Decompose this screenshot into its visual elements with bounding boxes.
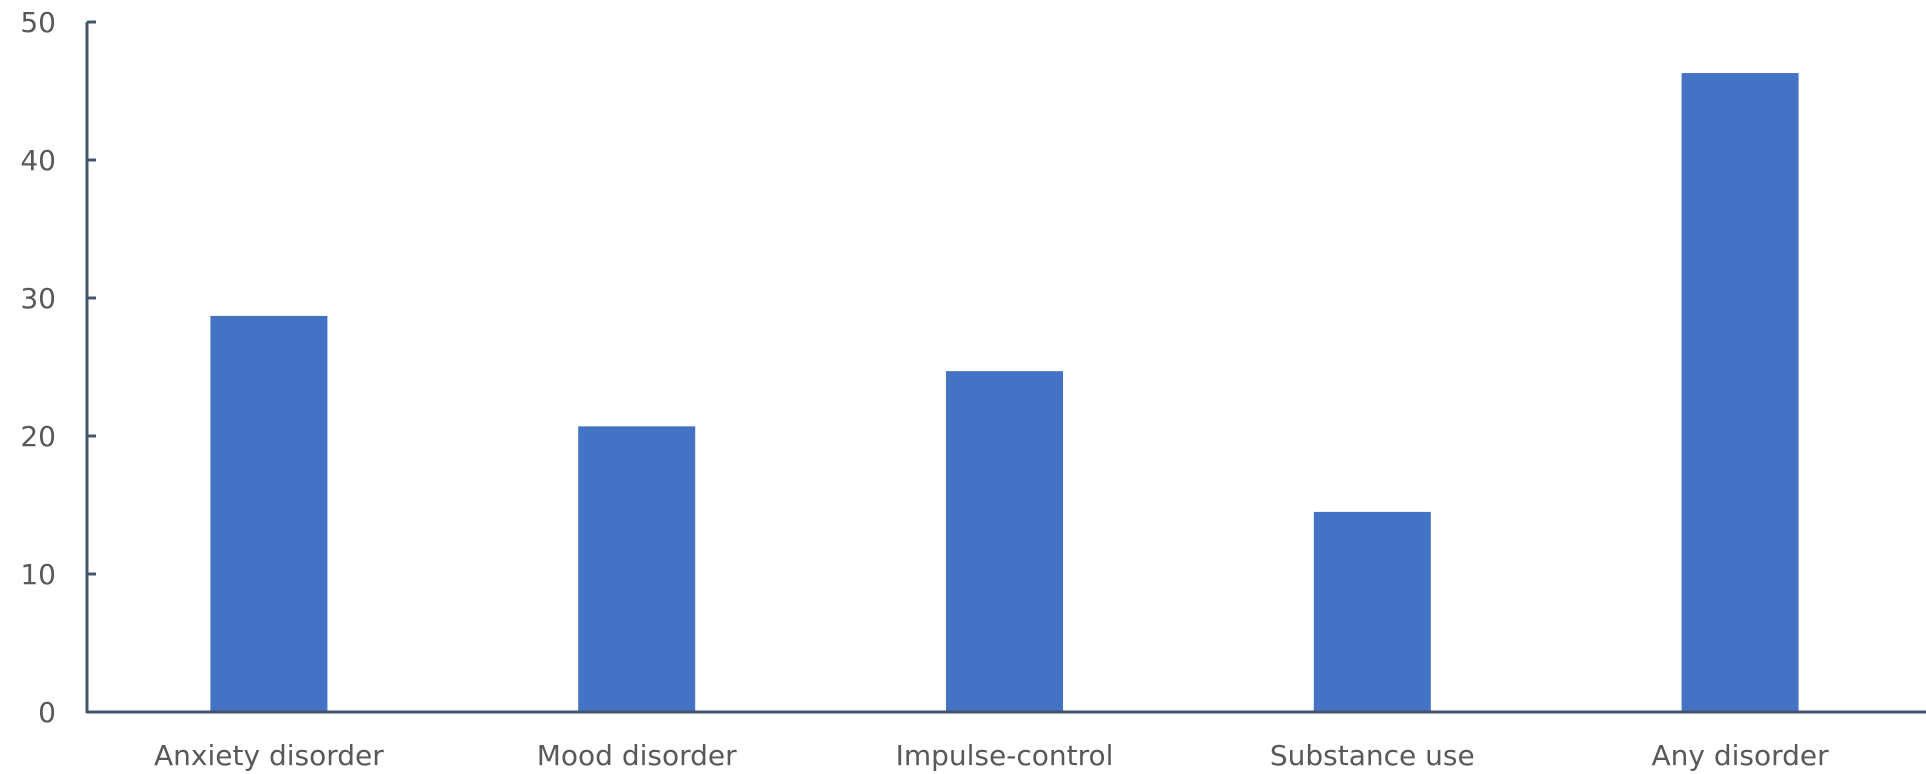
x-tick-label: Impulse-control (896, 739, 1114, 772)
bar (210, 315, 328, 712)
y-tick-label: 0 (38, 696, 56, 729)
bar (946, 371, 1063, 712)
bar (578, 426, 696, 712)
y-tick-label: 10 (20, 558, 56, 591)
x-tick-label: Substance use (1270, 739, 1475, 772)
bar-series (210, 73, 1799, 712)
y-axis: 0 10 20 30 40 50 (20, 6, 96, 729)
bar (1681, 73, 1799, 712)
y-tick-label: 20 (20, 420, 56, 453)
x-tick-label: Anxiety disorder (154, 739, 384, 772)
y-tick-label: 30 (20, 282, 56, 315)
y-tick-label: 40 (20, 144, 56, 177)
x-tick-label: Any disorder (1652, 739, 1830, 772)
y-tick-label: 50 (20, 6, 56, 39)
x-axis-labels: Anxiety disorder Mood disorder Impulse-con… (154, 739, 1829, 772)
x-tick-label: Mood disorder (537, 739, 737, 772)
bar (1313, 511, 1431, 712)
